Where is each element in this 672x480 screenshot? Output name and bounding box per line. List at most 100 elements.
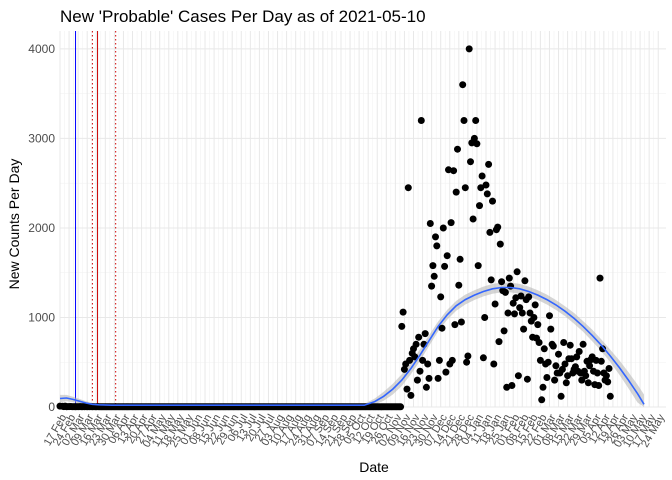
data-point [422, 383, 430, 391]
data-point [432, 233, 439, 241]
data-point [416, 367, 424, 375]
data-point [566, 341, 574, 349]
data-point [464, 352, 472, 360]
data-point [530, 314, 538, 321]
data-point [434, 374, 442, 382]
data-point [460, 117, 468, 124]
data-point [399, 308, 407, 316]
data-point [498, 278, 506, 286]
data-point [562, 379, 570, 387]
data-point [435, 356, 443, 364]
y-tick-label: 1000 [28, 310, 55, 324]
data-point [479, 354, 487, 362]
data-point [599, 345, 607, 353]
data-point [485, 160, 493, 168]
data-point [540, 345, 548, 353]
data-point [584, 379, 592, 387]
data-point [516, 304, 524, 312]
data-point [467, 158, 474, 166]
data-point [456, 255, 464, 263]
data-point [543, 374, 551, 381]
data-point [481, 314, 489, 321]
data-point [561, 360, 569, 368]
data-point [424, 360, 432, 368]
data-point [483, 190, 491, 198]
data-point [447, 219, 455, 227]
data-point [579, 340, 587, 348]
data-point [482, 181, 490, 189]
data-point [473, 140, 481, 148]
data-point [546, 312, 553, 320]
data-point [564, 372, 572, 380]
data-point [508, 382, 516, 389]
data-point [397, 403, 405, 411]
data-point [411, 353, 419, 361]
data-point [551, 376, 559, 384]
data-point [450, 167, 458, 175]
data-point [421, 330, 429, 338]
data-point [415, 333, 423, 341]
grid-minor [60, 31, 666, 407]
data-point [500, 327, 508, 335]
data-point [398, 322, 406, 330]
data-point [489, 197, 496, 205]
data-point [575, 348, 583, 355]
data-point [433, 242, 441, 250]
data-point [443, 252, 451, 260]
data-point [560, 339, 568, 346]
data-point [403, 385, 411, 393]
data-point [504, 309, 512, 317]
data-point [478, 172, 486, 180]
data-point [425, 374, 433, 382]
y-tick-label: 4000 [28, 42, 55, 56]
data-point [539, 383, 547, 391]
data-point [597, 357, 605, 365]
y-tick-label: 0 [48, 400, 55, 414]
data-point [426, 220, 434, 227]
data-point [555, 350, 562, 358]
data-point [413, 376, 421, 384]
data-point [552, 362, 560, 370]
data-point [457, 318, 465, 326]
data-point [406, 356, 414, 364]
grid-major [59, 31, 666, 408]
y-tick-label: 2000 [28, 221, 55, 235]
data-point [477, 184, 485, 192]
data-point [596, 274, 604, 282]
data-point [439, 224, 447, 232]
data-point [486, 228, 494, 236]
data-point [544, 358, 552, 366]
data-point [463, 358, 471, 366]
data-point [469, 215, 477, 223]
data-point [428, 282, 436, 290]
data-point [606, 392, 614, 400]
chart-title: New 'Probable' Cases Per Day as of 2021-… [60, 7, 426, 26]
x-axis-title: Date [359, 459, 389, 475]
data-point [472, 117, 480, 124]
data-point [558, 365, 566, 373]
data-point [505, 274, 513, 282]
data-point [476, 202, 483, 210]
reference-lines [75, 31, 117, 407]
data-point [514, 372, 522, 380]
data-point [573, 353, 581, 361]
y-axis-ticks: 0 1000 2000 3000 4000 [28, 42, 55, 414]
data-point [404, 184, 412, 192]
data-point [442, 368, 450, 376]
data-point [417, 117, 425, 124]
data-point [517, 292, 525, 300]
data-point [521, 277, 529, 285]
smooth-trend-line [59, 286, 645, 406]
data-point [496, 240, 504, 248]
data-points [56, 45, 614, 411]
data-point [605, 365, 613, 372]
data-point [501, 288, 509, 296]
data-point [534, 321, 542, 329]
data-point [602, 372, 610, 380]
data-point [535, 339, 543, 346]
data-point [592, 356, 600, 364]
data-point [531, 301, 539, 309]
